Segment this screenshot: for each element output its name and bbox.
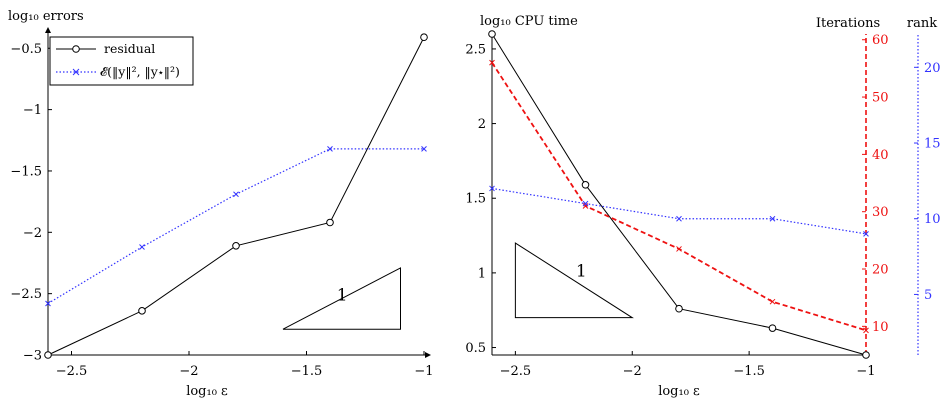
series-right-2-point-1-b bbox=[582, 200, 589, 207]
series-left-0-point-1 bbox=[138, 307, 146, 315]
series-left-0-point-4 bbox=[420, 33, 428, 42]
right-ytick-label-4: 2.5 bbox=[465, 42, 486, 57]
series-right-1-point-3-b bbox=[769, 298, 776, 305]
right-triangle-shape bbox=[514, 242, 634, 319]
series-right-1-point-4 bbox=[863, 327, 869, 334]
series-right-0-point-0 bbox=[488, 30, 496, 38]
series-right-2-line bbox=[491, 187, 867, 235]
series-right-0-point-2 bbox=[675, 304, 683, 313]
iterations-tick-label-2: 30 bbox=[872, 205, 889, 220]
series-left-1-point-3-b bbox=[327, 146, 333, 152]
right-ytick-label-2: 1.5 bbox=[465, 192, 486, 207]
series-right-1-point-4-b bbox=[863, 327, 869, 334]
series-left-0-point-3 bbox=[326, 218, 334, 227]
series-right-2-point-3 bbox=[769, 215, 776, 222]
series-left-1-point-1-b bbox=[139, 244, 145, 250]
left-triangle-shape bbox=[282, 267, 401, 330]
series-right-2-point-2-b bbox=[676, 215, 682, 222]
series-right-0-point-1 bbox=[581, 180, 590, 189]
series-left-1-point-3 bbox=[327, 146, 333, 152]
series-right-1-point-0-b bbox=[489, 59, 495, 66]
series-left-0-point-2 bbox=[232, 242, 240, 250]
left-chart: log₁₀ errors log₁₀ ε −2.5 −2 −1.5 −1−3−2.5−… bbox=[8, 9, 434, 399]
series-right-1-point-1 bbox=[582, 203, 589, 209]
legend-marker-energy bbox=[72, 68, 80, 76]
series-right-0-point-4 bbox=[862, 351, 870, 359]
left-xtick-label-3: −1 bbox=[414, 364, 433, 379]
iterations-axis-label: Iterations bbox=[816, 16, 880, 31]
legend-box bbox=[49, 36, 194, 86]
left-ytick-label-1: −2.5 bbox=[10, 287, 42, 302]
legend-label-energy: 𝓔(‖y‖², ‖y⋆‖²) bbox=[100, 64, 180, 79]
series-right-2-point-4 bbox=[863, 231, 869, 237]
left-ytick-label-3: −1.5 bbox=[10, 164, 42, 179]
series-left-1-point-2 bbox=[233, 191, 239, 198]
series-right-1-point-2 bbox=[676, 246, 682, 252]
iterations-tick-label-3: 40 bbox=[872, 148, 889, 163]
left-xtick-label-2: −1.5 bbox=[291, 364, 323, 379]
right-ylabel: log₁₀ CPU time bbox=[480, 14, 578, 29]
series-right-2-point-4-b bbox=[863, 231, 869, 237]
legend-marker-residual bbox=[72, 45, 80, 53]
right-xtick-label-0: −2.5 bbox=[500, 364, 532, 379]
legend-label-residual: residual bbox=[104, 41, 155, 56]
iterations-tick-label-1: 20 bbox=[872, 263, 889, 278]
left-ylabel: log₁₀ errors bbox=[8, 9, 84, 24]
series-right-2-point-3-b bbox=[769, 215, 776, 222]
series-right-1-line bbox=[491, 62, 867, 332]
series-left-1-point-4 bbox=[421, 146, 427, 152]
iterations-tick-label-5: 60 bbox=[872, 33, 889, 48]
left-axes: −2.5 −2 −1.5 −1 −3 −2.5 −2 −1.5 −1 −0.5 bbox=[10, 27, 434, 379]
right-triangle-label: 1 bbox=[576, 261, 587, 281]
series-left-1-point-0-b bbox=[45, 300, 51, 307]
right-xtick-label-1: −2 bbox=[623, 364, 642, 379]
rank-tick-label-1: 10 bbox=[924, 212, 941, 227]
right-ytick-label-3: 2 bbox=[478, 117, 486, 132]
right-chart: log₁₀ CPU time log₁₀ ε Iterations rank −… bbox=[465, 14, 940, 399]
series-left-1-point-1 bbox=[139, 244, 145, 250]
right-slope-triangle: 1 bbox=[514, 242, 634, 319]
series-left-1-point-4-b bbox=[421, 146, 427, 152]
left-ytick-label-4: −1 bbox=[23, 103, 42, 118]
left-ytick-label-5: −0.5 bbox=[10, 42, 42, 57]
rank-tick-label-0: 5 bbox=[924, 288, 932, 303]
left-ytick-label-2: −2 bbox=[23, 226, 42, 241]
right-xtick-label-2: −1.5 bbox=[733, 364, 765, 379]
left-ytick-label-0: −3 bbox=[23, 349, 42, 364]
right-ytick-label-1: 1 bbox=[478, 266, 486, 281]
rank-axis-label: rank bbox=[907, 16, 937, 31]
left-legend: residual 𝓔(‖y‖², ‖y⋆‖²) bbox=[49, 36, 194, 86]
series-left-1-line bbox=[47, 148, 424, 304]
series-left-0-point-0 bbox=[44, 351, 52, 359]
left-triangle-label: 1 bbox=[337, 286, 348, 306]
left-xtick-label-1: −2 bbox=[179, 364, 198, 379]
right-axes: −2.5 −2 −1.5 −1 0.5 1 1.5 2 2.5 10 20 30 40 50 60 5 10 15… bbox=[465, 33, 940, 379]
series-right-0-point-3 bbox=[768, 324, 777, 332]
series-right-2-point-0-b bbox=[489, 185, 495, 192]
left-xtick-label-0: −2.5 bbox=[56, 364, 88, 379]
left-slope-triangle: 1 bbox=[282, 267, 401, 330]
right-xtick-label-3: −1 bbox=[856, 364, 875, 379]
series-right-2-point-0 bbox=[489, 185, 495, 192]
series-right-2-point-2 bbox=[676, 215, 682, 222]
left-xlabel: log₁₀ ε bbox=[186, 384, 228, 399]
series-right-1-point-3 bbox=[769, 298, 776, 305]
series-right-1-point-1-b bbox=[582, 203, 589, 209]
left-series bbox=[44, 33, 428, 359]
series-right-1-point-2-b bbox=[676, 246, 682, 252]
rank-tick-label-2: 15 bbox=[924, 137, 941, 152]
right-series bbox=[488, 30, 870, 359]
series-right-2-point-1 bbox=[582, 200, 589, 207]
iterations-tick-label-4: 50 bbox=[872, 91, 889, 106]
series-right-1-point-0 bbox=[489, 59, 495, 66]
series-left-1-point-0 bbox=[45, 300, 51, 307]
iterations-tick-label-0: 10 bbox=[872, 320, 889, 335]
right-xlabel: log₁₀ ε bbox=[658, 384, 700, 399]
rank-tick-label-3: 20 bbox=[924, 61, 941, 76]
series-left-1-point-2-b bbox=[233, 191, 239, 198]
right-ytick-label-0: 0.5 bbox=[465, 341, 486, 356]
